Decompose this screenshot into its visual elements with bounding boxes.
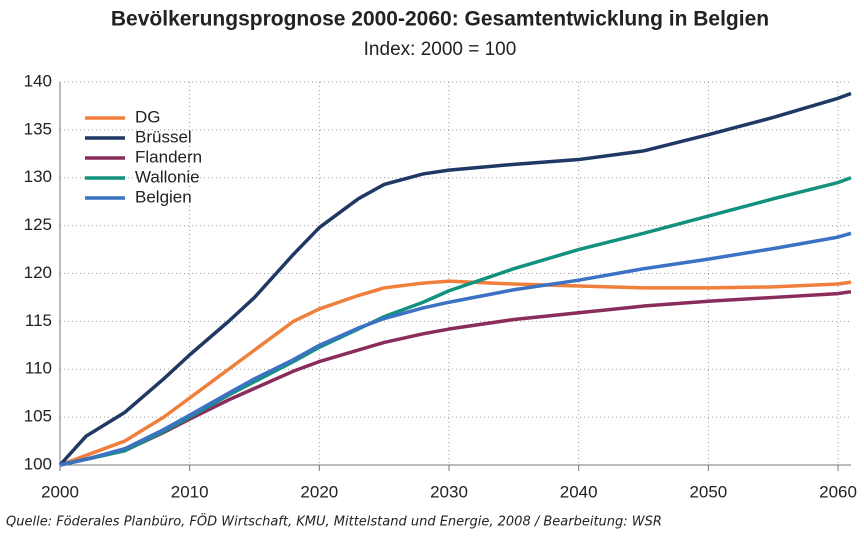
y-tick-label: 125 bbox=[24, 215, 52, 234]
y-tick-label: 130 bbox=[24, 167, 52, 186]
y-tick-label: 115 bbox=[25, 311, 52, 330]
x-tick-label: 2040 bbox=[560, 482, 598, 501]
legend-label: Brüssel bbox=[135, 127, 192, 146]
legend-label: DG bbox=[135, 107, 161, 126]
series-line bbox=[59, 231, 852, 467]
series-line bbox=[59, 289, 852, 467]
y-tick-label: 120 bbox=[24, 263, 52, 282]
y-tick-label: 100 bbox=[24, 454, 52, 473]
chart-subtitle: Index: 2000 = 100 bbox=[364, 39, 517, 60]
series-line bbox=[58, 91, 852, 467]
legend-label: Wallonie bbox=[135, 167, 200, 186]
y-tick-label: 135 bbox=[24, 119, 52, 138]
y-tick-label: 110 bbox=[25, 359, 52, 378]
x-tick-label: 2000 bbox=[41, 482, 79, 501]
y-tick-label: 140 bbox=[24, 71, 52, 90]
x-tick-label: 2050 bbox=[689, 482, 727, 501]
legend-label: Belgien bbox=[135, 187, 192, 206]
x-tick-label: 2030 bbox=[430, 482, 468, 501]
legend-label: Flandern bbox=[135, 147, 202, 166]
y-tick-label: 105 bbox=[24, 407, 52, 426]
series-line bbox=[59, 279, 852, 467]
x-tick-label: 2060 bbox=[819, 482, 857, 501]
source-note: Quelle: Föderales Planbüro, FÖD Wirtscha… bbox=[6, 513, 662, 530]
x-tick-label: 2010 bbox=[171, 482, 209, 501]
chart-title: Bevölkerungsprognose 2000-2060: Gesamten… bbox=[111, 8, 769, 31]
x-tick-label: 2020 bbox=[300, 482, 338, 501]
